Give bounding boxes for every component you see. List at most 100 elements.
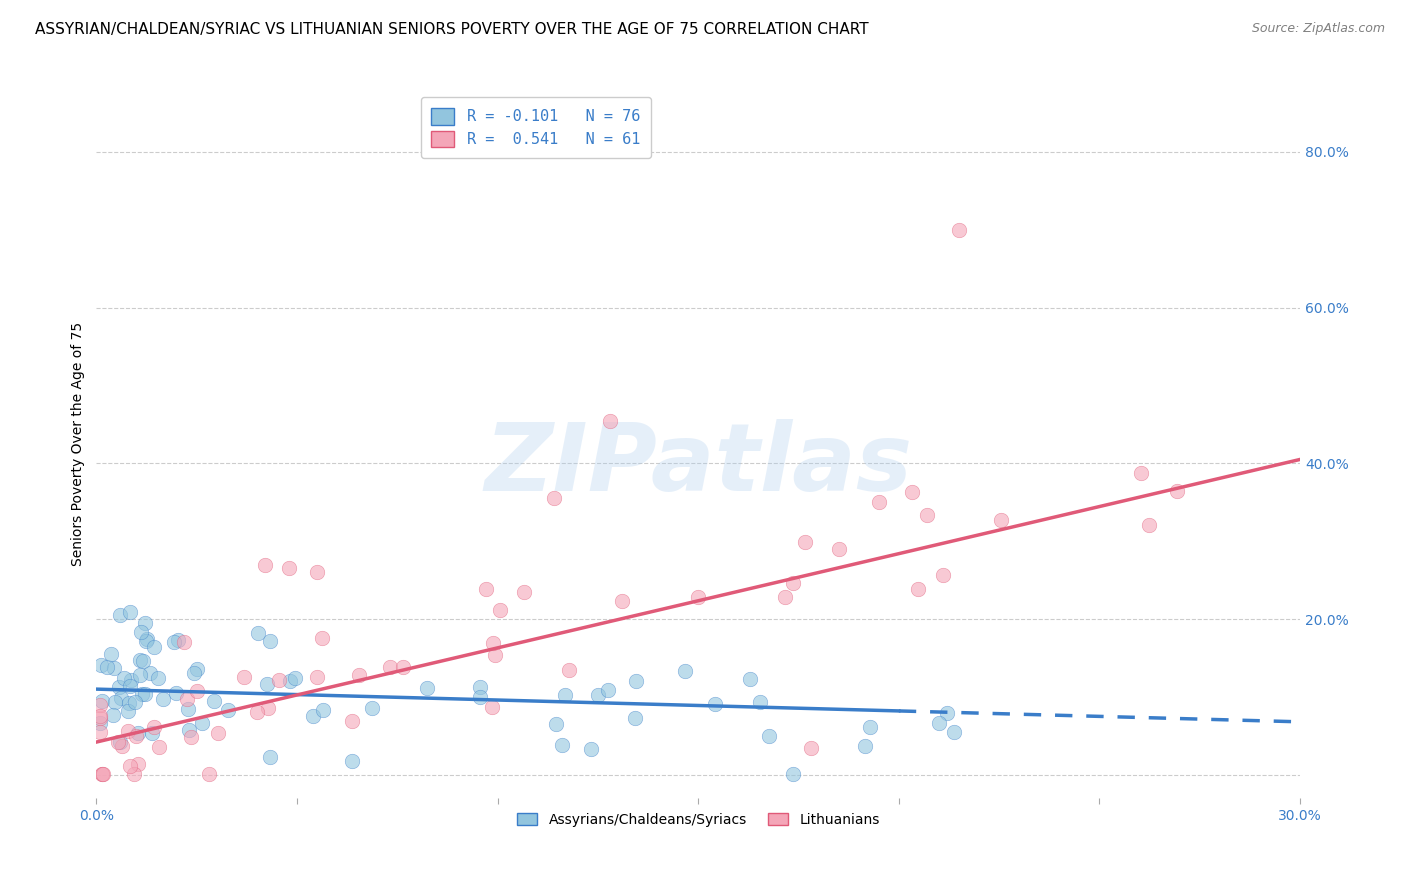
Point: [468, 680, 491, 694]
Point: [546, 717, 568, 731]
Point: [104, 695, 127, 709]
Point: [256, 677, 278, 691]
Point: [91, 767, 114, 781]
Point: [110, 608, 132, 623]
Point: [118, 679, 141, 693]
Point: [990, 513, 1012, 527]
Point: [596, 682, 619, 697]
Point: [112, 671, 135, 685]
Point: [551, 738, 574, 752]
Point: [793, 534, 815, 549]
Point: [1166, 484, 1188, 499]
Text: ASSYRIAN/CHALDEAN/SYRIAC VS LITHUANIAN SENIORS POVERTY OVER THE AGE OF 75 CORREL: ASSYRIAN/CHALDEAN/SYRIAC VS LITHUANIAN S…: [35, 22, 869, 37]
Point: [673, 664, 696, 678]
Point: [142, 640, 165, 654]
Point: [623, 711, 645, 725]
Point: [748, 694, 770, 708]
Point: [202, 694, 225, 708]
Point: [915, 508, 938, 522]
Point: [782, 767, 804, 781]
Point: [347, 668, 370, 682]
Point: [117, 705, 139, 719]
Point: [173, 635, 195, 649]
Point: [177, 702, 200, 716]
Point: [152, 692, 174, 706]
Point: [191, 716, 214, 731]
Point: [1130, 467, 1153, 481]
Point: [118, 605, 141, 619]
Point: [853, 739, 876, 754]
Point: [246, 705, 269, 719]
Point: [1137, 518, 1160, 533]
Point: [167, 632, 190, 647]
Point: [198, 767, 221, 781]
Point: [378, 660, 401, 674]
Point: [128, 653, 150, 667]
Point: [134, 615, 156, 630]
Point: [278, 673, 301, 688]
Point: [948, 223, 970, 237]
Point: [90, 658, 112, 673]
Point: [704, 698, 727, 712]
Point: [773, 591, 796, 605]
Point: [111, 739, 134, 754]
Point: [179, 723, 201, 737]
Point: [259, 750, 281, 764]
Point: [935, 706, 957, 720]
Point: [758, 729, 780, 743]
Point: [305, 670, 328, 684]
Point: [180, 730, 202, 744]
Point: [96, 660, 118, 674]
Point: [392, 660, 415, 674]
Point: [101, 707, 124, 722]
Point: [257, 700, 280, 714]
Point: [124, 695, 146, 709]
Point: [581, 742, 603, 756]
Text: ZIPatlas: ZIPatlas: [484, 419, 912, 511]
Point: [90, 694, 112, 708]
Point: [176, 691, 198, 706]
Point: [361, 700, 384, 714]
Point: [163, 635, 186, 649]
Point: [129, 624, 152, 639]
Point: [110, 691, 132, 706]
Point: [217, 703, 239, 717]
Point: [118, 697, 141, 711]
Point: [928, 716, 950, 731]
Point: [89, 711, 111, 725]
Point: [800, 740, 823, 755]
Point: [278, 561, 301, 575]
Point: [858, 720, 880, 734]
Point: [141, 726, 163, 740]
Point: [122, 767, 145, 781]
Point: [415, 681, 437, 696]
Point: [828, 542, 851, 557]
Point: [907, 582, 929, 597]
Point: [554, 688, 576, 702]
Point: [284, 671, 307, 685]
Point: [103, 661, 125, 675]
Point: [558, 664, 581, 678]
Legend: Assyrians/Chaldeans/Syriacs, Lithuanians: Assyrians/Chaldeans/Syriacs, Lithuanians: [509, 805, 887, 834]
Point: [489, 603, 512, 617]
Point: [267, 673, 290, 688]
Point: [311, 631, 333, 645]
Point: [481, 699, 503, 714]
Point: [135, 632, 157, 647]
Point: [207, 726, 229, 740]
Point: [132, 654, 155, 668]
Point: [233, 670, 256, 684]
Point: [259, 634, 281, 648]
Point: [108, 681, 131, 695]
Point: [108, 735, 131, 749]
Point: [686, 590, 709, 604]
Point: [868, 495, 890, 509]
Point: [253, 558, 276, 572]
Point: [900, 485, 922, 500]
Point: [134, 687, 156, 701]
Point: [127, 726, 149, 740]
Point: [305, 566, 328, 580]
Point: [482, 636, 505, 650]
Point: [129, 667, 152, 681]
Point: [135, 634, 157, 648]
